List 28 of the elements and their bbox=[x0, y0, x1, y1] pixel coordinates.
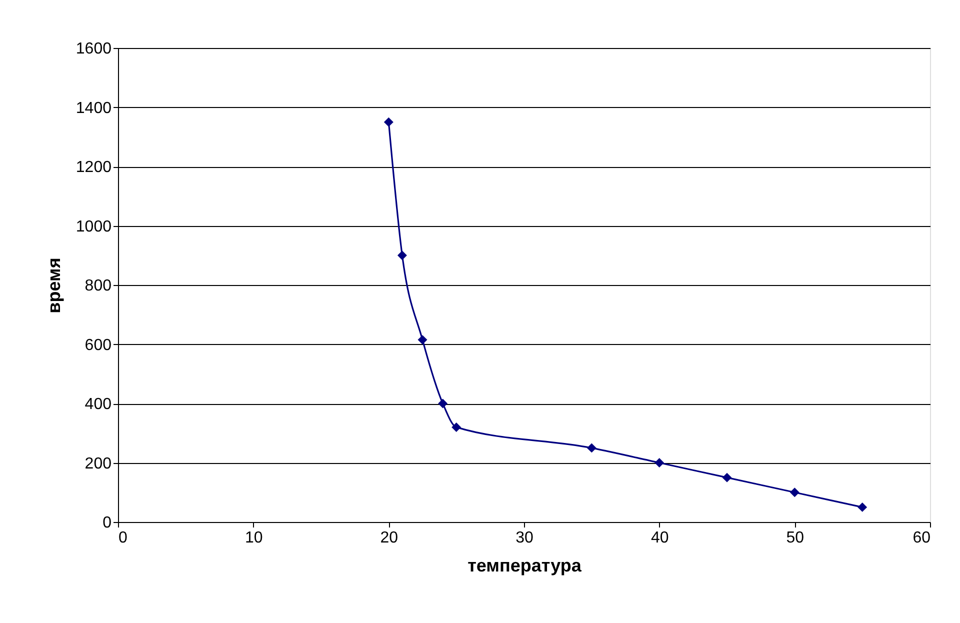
x-tick-label: 50 bbox=[786, 530, 804, 546]
x-tick-label: 60 bbox=[912, 530, 931, 546]
y-tick-label: 1200 bbox=[76, 159, 112, 176]
point bbox=[790, 488, 800, 498]
point bbox=[586, 443, 596, 453]
x-tick-label: 30 bbox=[516, 530, 534, 546]
point bbox=[858, 502, 868, 512]
x-axis-title: температура bbox=[468, 556, 582, 576]
x-tick-label: 20 bbox=[380, 530, 398, 546]
y-axis-title: время bbox=[44, 258, 64, 314]
point bbox=[438, 398, 448, 408]
y-tick-label: 1000 bbox=[76, 218, 112, 236]
y-tick-label: 200 bbox=[84, 455, 112, 472]
point bbox=[722, 472, 732, 482]
y-tick-label: 800 bbox=[84, 278, 112, 294]
point bbox=[418, 335, 428, 345]
point bbox=[384, 117, 394, 127]
x-tick-label: 10 bbox=[244, 530, 263, 546]
y-tick-label: 0 bbox=[102, 514, 112, 532]
y-tick-label: 400 bbox=[84, 396, 112, 413]
point bbox=[452, 422, 462, 432]
y-tick-label: 1600 bbox=[76, 40, 112, 58]
x-tick-label: 0 bbox=[118, 530, 128, 546]
x-tick-label: 40 bbox=[650, 530, 669, 546]
y-tick-label: 600 bbox=[84, 336, 112, 354]
point bbox=[654, 458, 664, 468]
point bbox=[397, 250, 407, 260]
y-tick-label: 1400 bbox=[76, 100, 112, 117]
